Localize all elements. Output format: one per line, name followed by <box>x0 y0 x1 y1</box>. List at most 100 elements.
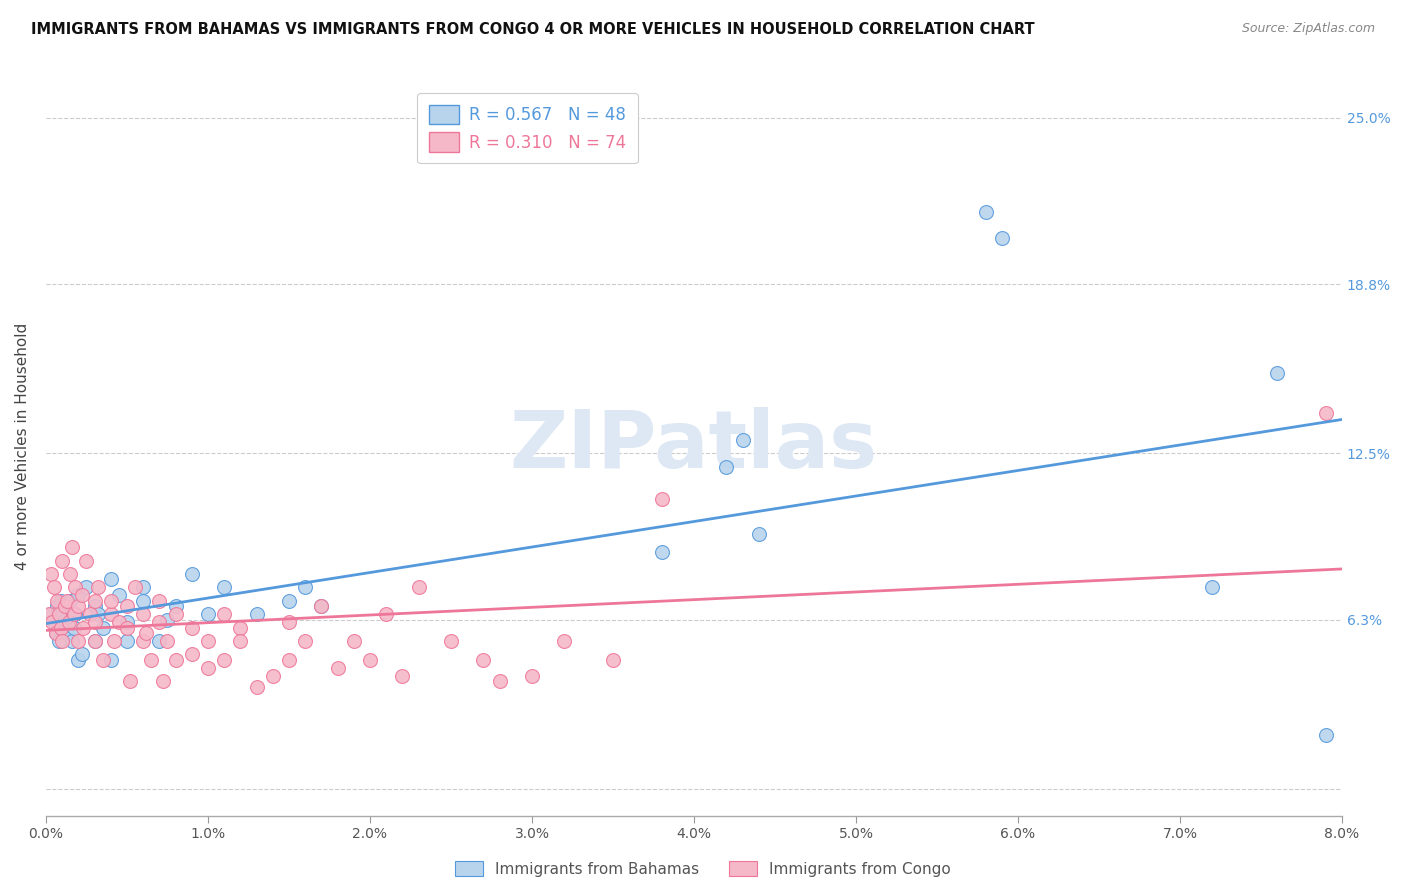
Legend: R = 0.567   N = 48, R = 0.310   N = 74: R = 0.567 N = 48, R = 0.310 N = 74 <box>418 93 638 163</box>
Point <box>67 599 90 614</box>
Point <box>76 553 98 567</box>
Point <box>974 204 997 219</box>
Point <box>197 661 219 675</box>
Point <box>132 594 155 608</box>
Point <box>180 621 202 635</box>
Point <box>120 674 142 689</box>
Point <box>42 615 65 630</box>
Point <box>38 607 60 622</box>
Point <box>553 634 575 648</box>
Point <box>197 634 219 648</box>
Point <box>212 607 235 622</box>
Point <box>51 607 73 622</box>
Point <box>520 669 543 683</box>
Point <box>103 634 125 648</box>
Point <box>716 459 738 474</box>
Point <box>124 581 146 595</box>
Point <box>156 613 179 627</box>
Text: IMMIGRANTS FROM BAHAMAS VS IMMIGRANTS FROM CONGO 4 OR MORE VEHICLES IN HOUSEHOLD: IMMIGRANTS FROM BAHAMAS VS IMMIGRANTS FR… <box>31 22 1035 37</box>
Point <box>83 634 105 648</box>
Point <box>165 653 187 667</box>
Point <box>1315 728 1337 742</box>
Point <box>197 607 219 622</box>
Point <box>359 653 381 667</box>
Point <box>311 599 333 614</box>
Point <box>48 607 70 622</box>
Point <box>100 653 122 667</box>
Point <box>62 621 84 635</box>
Point <box>651 545 673 559</box>
Point <box>180 648 202 662</box>
Point <box>212 653 235 667</box>
Point <box>152 674 174 689</box>
Point <box>60 634 83 648</box>
Point <box>79 607 101 622</box>
Point <box>156 634 179 648</box>
Point <box>100 594 122 608</box>
Point <box>472 653 495 667</box>
Point <box>46 594 69 608</box>
Point <box>115 599 138 614</box>
Point <box>602 653 624 667</box>
Point <box>731 433 754 447</box>
Point <box>87 581 110 595</box>
Point <box>45 626 67 640</box>
Point <box>278 615 301 630</box>
Point <box>91 621 114 635</box>
Point <box>141 653 163 667</box>
Point <box>115 615 138 630</box>
Point <box>58 615 80 630</box>
Legend: Immigrants from Bahamas, Immigrants from Congo: Immigrants from Bahamas, Immigrants from… <box>447 853 959 884</box>
Point <box>62 607 84 622</box>
Point <box>51 553 73 567</box>
Point <box>165 599 187 614</box>
Point <box>51 621 73 635</box>
Point <box>408 581 430 595</box>
Point <box>488 674 510 689</box>
Point <box>67 653 90 667</box>
Point <box>245 680 267 694</box>
Point <box>63 607 86 622</box>
Point <box>115 621 138 635</box>
Point <box>229 634 252 648</box>
Point <box>83 599 105 614</box>
Point <box>49 621 72 635</box>
Point <box>278 594 301 608</box>
Point <box>748 526 770 541</box>
Point <box>59 566 82 581</box>
Point <box>375 607 398 622</box>
Point <box>132 581 155 595</box>
Point <box>1265 366 1288 380</box>
Point <box>294 581 316 595</box>
Point <box>60 540 83 554</box>
Point <box>148 634 170 648</box>
Point <box>67 589 90 603</box>
Point <box>132 607 155 622</box>
Point <box>991 231 1014 245</box>
Text: Source: ZipAtlas.com: Source: ZipAtlas.com <box>1241 22 1375 36</box>
Point <box>440 634 463 648</box>
Point <box>39 607 62 622</box>
Point <box>70 589 93 603</box>
Point <box>100 607 122 622</box>
Point <box>70 648 93 662</box>
Text: ZIPatlas: ZIPatlas <box>510 408 879 485</box>
Point <box>41 615 63 630</box>
Y-axis label: 4 or more Vehicles in Household: 4 or more Vehicles in Household <box>15 323 30 570</box>
Point <box>651 491 673 506</box>
Point <box>100 572 122 586</box>
Point <box>278 653 301 667</box>
Point <box>49 594 72 608</box>
Point <box>45 626 67 640</box>
Point <box>108 589 131 603</box>
Point <box>148 594 170 608</box>
Point <box>91 653 114 667</box>
Point <box>39 566 62 581</box>
Point <box>83 615 105 630</box>
Point <box>391 669 413 683</box>
Point <box>87 607 110 622</box>
Point <box>76 581 98 595</box>
Point <box>55 599 77 614</box>
Point <box>83 634 105 648</box>
Point <box>132 634 155 648</box>
